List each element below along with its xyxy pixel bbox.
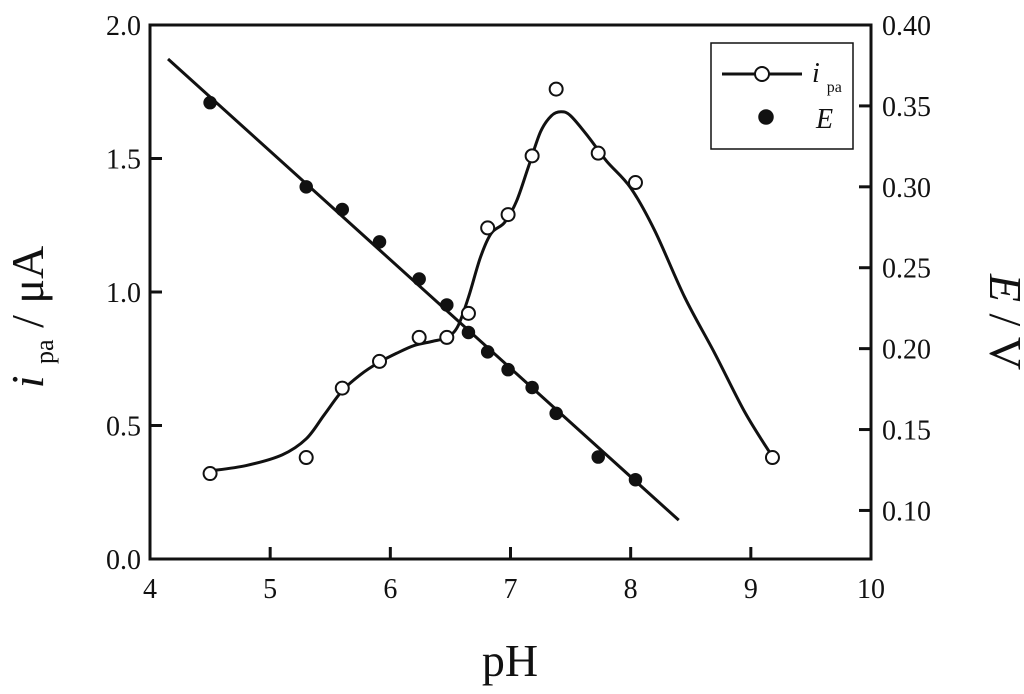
e-data-point bbox=[501, 362, 515, 377]
e-data-point bbox=[628, 472, 643, 487]
bottom-tick-label: 10 bbox=[857, 574, 885, 605]
left-tick-label: 0.5 bbox=[106, 412, 141, 443]
e-data-point bbox=[440, 298, 454, 312]
legend-ipa-label: i pa bbox=[812, 58, 842, 96]
e-data-point bbox=[549, 406, 563, 421]
right-tick-label: 0.10 bbox=[882, 496, 931, 527]
bottom-axis-ticks: 4 5 6 7 8 9 10 bbox=[143, 547, 885, 605]
right-axis-title-rest: / V bbox=[980, 313, 1024, 370]
legend-e-label: E bbox=[815, 104, 833, 135]
legend-e-marker bbox=[758, 109, 774, 125]
e-fit-line bbox=[167, 57, 680, 522]
bottom-tick-label: 6 bbox=[383, 574, 397, 605]
legend-ipa-marker bbox=[754, 66, 770, 82]
ipa-data-point bbox=[298, 450, 314, 466]
ipa-curve bbox=[209, 110, 773, 473]
e-data-point bbox=[525, 380, 539, 395]
left-axis-title-rest: / μA bbox=[2, 246, 53, 328]
ipa-data-point bbox=[524, 148, 540, 164]
e-data-point bbox=[412, 272, 426, 286]
e-data-point bbox=[461, 325, 476, 340]
e-data-point bbox=[372, 235, 387, 249]
ipa-data-point bbox=[500, 207, 516, 223]
left-axis-title-main: i bbox=[2, 375, 53, 388]
x-axis-title: pH bbox=[482, 635, 538, 686]
ipa-data-point bbox=[334, 380, 350, 396]
e-data-point bbox=[480, 345, 495, 359]
ipa-data-point bbox=[202, 466, 218, 482]
left-tick-label: 1.5 bbox=[106, 145, 141, 176]
e-data-point bbox=[299, 180, 313, 194]
right-tick-label: 0.20 bbox=[882, 335, 931, 366]
ipa-data-point bbox=[480, 220, 496, 236]
left-tick-label: 1.0 bbox=[106, 278, 141, 309]
left-axis-ticks: 0.0 0.5 1.0 1.5 2.0 bbox=[106, 11, 162, 576]
ipa-data-point bbox=[439, 329, 455, 345]
bottom-tick-label: 5 bbox=[263, 574, 277, 605]
bottom-tick-label: 4 bbox=[143, 574, 157, 605]
ipa-data-point bbox=[590, 145, 606, 161]
bottom-tick-label: 9 bbox=[744, 574, 758, 605]
right-tick-label: 0.40 bbox=[882, 11, 931, 42]
bottom-tick-label: 8 bbox=[624, 574, 638, 605]
right-axis-ticks: 0.10 0.15 0.20 0.25 0.30 0.35 0.40 bbox=[859, 11, 931, 527]
right-axis-title: E / V bbox=[980, 273, 1024, 370]
e-series-points bbox=[203, 95, 643, 487]
legend-box bbox=[710, 42, 854, 150]
right-axis-title-main: E bbox=[980, 273, 1024, 302]
e-data-point bbox=[203, 95, 217, 110]
ipa-data-point bbox=[411, 329, 427, 345]
ipa-series-points bbox=[202, 81, 780, 482]
left-tick-label: 2.0 bbox=[106, 11, 141, 42]
legend-ipa-sub: pa bbox=[827, 79, 842, 96]
left-axis-title-sub: pa bbox=[30, 339, 59, 364]
right-tick-label: 0.15 bbox=[882, 416, 931, 447]
e-data-point bbox=[591, 450, 605, 464]
right-tick-label: 0.35 bbox=[882, 92, 931, 123]
right-tick-label: 0.30 bbox=[882, 173, 931, 204]
legend-ipa-main: i bbox=[812, 58, 820, 89]
e-data-point bbox=[335, 202, 350, 217]
left-tick-label: 0.0 bbox=[106, 545, 141, 576]
ipa-data-point bbox=[372, 353, 388, 369]
bottom-tick-label: 7 bbox=[504, 574, 518, 605]
right-tick-label: 0.25 bbox=[882, 254, 931, 285]
ipa-data-point bbox=[627, 175, 643, 191]
legend: i pa E bbox=[710, 42, 854, 150]
ipa-data-point bbox=[460, 305, 476, 321]
ipa-data-point bbox=[764, 450, 780, 466]
ipa-data-point bbox=[548, 81, 564, 97]
left-axis-title: i pa / μA bbox=[2, 246, 63, 389]
